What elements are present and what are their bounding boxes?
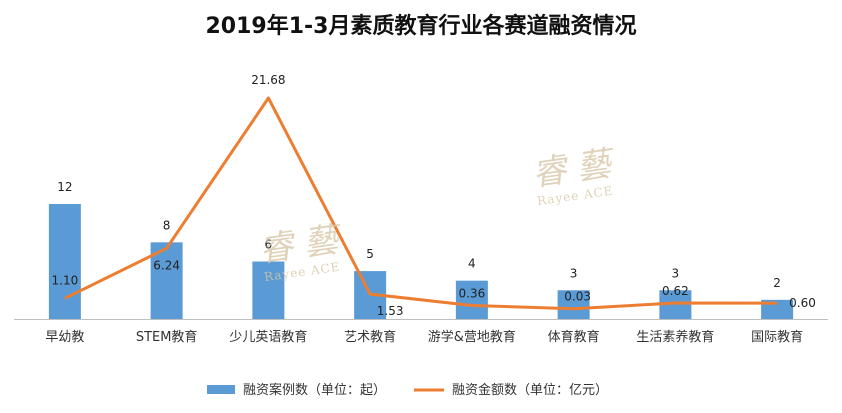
bar-label-2: 6 [265,238,273,252]
legend-label-bars: 融资案例数（单位：起） [243,383,386,398]
line-label-2: 21.68 [251,73,285,87]
bar-label-6: 3 [672,266,680,280]
category-label-5: 体育教育 [548,329,600,345]
bar-5 [557,290,590,319]
line-label-5: 0.03 [564,290,591,304]
line-label-0: 1.10 [52,273,79,287]
line-label-4: 0.36 [459,286,486,300]
category-label-4: 游学&营地教育 [428,329,516,345]
line-label-6: 0.62 [662,284,689,298]
category-label-2: 少儿英语教育 [229,329,307,345]
line-label-1: 6.24 [153,258,180,272]
line-label-3: 1.53 [377,304,404,318]
legend-swatch-bars [207,385,235,394]
bar-4 [455,280,488,319]
bar-2 [252,261,285,319]
chart-title: 2019年1-3月素质教育行业各赛道融资情况 [205,14,637,39]
bar-label-3: 5 [366,247,374,261]
bar-label-5: 3 [570,266,578,280]
category-label-1: STEM教育 [136,329,198,345]
bar-label-0: 12 [57,180,72,194]
line-series [64,96,778,311]
bar-0 [48,204,81,319]
bar-label-7: 2 [773,276,781,290]
bar-label-4: 4 [468,257,476,271]
bar-label-1: 8 [163,218,171,232]
line-label-7: 0.60 [789,296,816,310]
category-label-0: 早幼教 [45,329,84,345]
category-label-7: 国际教育 [751,329,803,345]
legend-label-line: 融资金额数（单位：亿元） [452,382,608,398]
category-label-3: 艺术教育 [344,329,396,345]
category-label-6: 生活素养教育 [636,329,714,345]
